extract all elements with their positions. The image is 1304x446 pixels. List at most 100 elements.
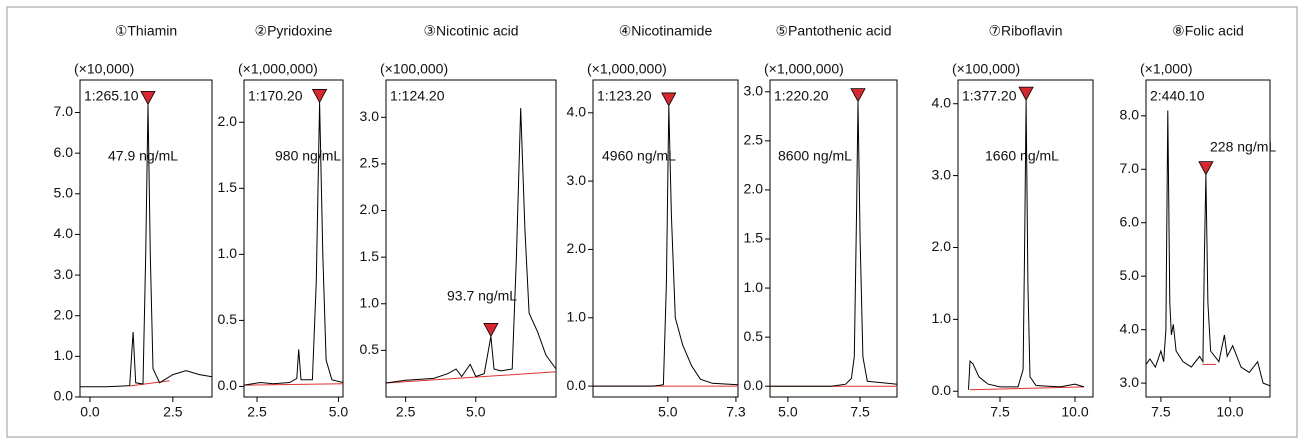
y-tick-label: 0.0 <box>932 382 952 398</box>
y-tick-label: 1.0 <box>360 294 380 310</box>
baseline <box>129 380 170 387</box>
x-tick-label: 2.5 <box>247 404 267 420</box>
plot-box <box>592 79 739 398</box>
y-tick-label: 3.0 <box>1120 374 1140 390</box>
x-tick-label: 7.5 <box>990 404 1010 420</box>
y-tick-label: 4.0 <box>567 103 587 119</box>
y-tick-label: 0.0 <box>54 388 74 404</box>
y-tick-label: 1.5 <box>360 248 380 264</box>
y-tick-label: 3.0 <box>567 172 587 188</box>
y-tick-label: 2.5 <box>360 155 380 171</box>
y-tick-label: 0.0 <box>218 377 238 393</box>
y-tick-label: 1.5 <box>218 179 238 195</box>
x-tick-label: 0.0 <box>80 404 100 420</box>
y-tick-label: 4.0 <box>54 225 74 241</box>
concentration-label: 4960 ng/mL <box>602 148 676 164</box>
peak-label: 1:123.20 <box>597 88 652 104</box>
peak-label: 1:220.20 <box>774 88 829 104</box>
concentration-label: 980 ng/mL <box>275 148 341 164</box>
panel-title: ①Thiamin <box>115 23 177 39</box>
y-tick-label: 8.0 <box>1120 107 1140 123</box>
scale-label: (×1,000,000) <box>587 61 667 77</box>
concentration-label: 93.7 ng/mL <box>447 288 517 304</box>
y-tick-label: 3.0 <box>360 108 380 124</box>
y-tick-label: 2.0 <box>932 238 952 254</box>
y-tick-label: 2.0 <box>567 240 587 256</box>
concentration-label: 47.9 ng/mL <box>108 148 178 164</box>
scale-label: (×1,000,000) <box>238 61 318 77</box>
baseline <box>243 383 344 386</box>
x-tick-label: 7.3 <box>726 404 746 420</box>
trace <box>80 104 213 388</box>
x-tick-label: 10.0 <box>1061 404 1088 420</box>
plot-box <box>1145 79 1271 398</box>
peak-label: 1:124.20 <box>390 88 445 104</box>
y-tick-label: 0.5 <box>218 311 238 327</box>
panel-title: ⑤Pantothenic acid <box>775 23 891 39</box>
concentration-label: 8600 ng/mL <box>778 148 852 164</box>
plot-box <box>957 79 1094 398</box>
plot-box <box>769 79 898 398</box>
x-tick-label: 2.5 <box>396 404 416 420</box>
trace <box>770 101 898 387</box>
y-tick-label: 5.0 <box>1120 267 1140 283</box>
y-tick-label: 6.0 <box>1120 213 1140 229</box>
y-tick-label: 0.5 <box>744 328 764 344</box>
x-tick-label: 10.0 <box>1216 404 1243 420</box>
x-tick-label: 5.0 <box>658 404 678 420</box>
concentration-label: 1660 ng/mL <box>985 148 1059 164</box>
scale-label: (×100,000) <box>952 61 1020 77</box>
y-tick-label: 0.0 <box>567 377 587 393</box>
y-tick-label: 0.5 <box>360 341 380 357</box>
y-tick-label: 7.0 <box>54 103 74 119</box>
scale-label: (×1,000,000) <box>764 61 844 77</box>
x-tick-label: 5.0 <box>466 404 486 420</box>
panel-title: ③Nicotinic acid <box>423 23 518 39</box>
y-tick-label: 4.0 <box>1120 320 1140 336</box>
x-tick-label: 7.5 <box>1151 404 1171 420</box>
plot-box <box>79 79 213 398</box>
peak-marker <box>483 322 499 338</box>
concentration-label: 228 ng/mL <box>1210 139 1276 155</box>
peak-marker <box>311 89 328 104</box>
trace <box>968 100 1085 390</box>
y-tick-label: 6.0 <box>54 144 74 160</box>
panel-title: ④Nicotinamide <box>619 23 713 39</box>
y-tick-label: 1.0 <box>54 347 74 363</box>
y-tick-label: 2.0 <box>744 181 764 197</box>
trace <box>1145 110 1271 387</box>
y-tick-label: 3.0 <box>54 266 74 282</box>
frame <box>6 6 1298 438</box>
x-tick-label: 2.5 <box>163 404 183 420</box>
y-tick-label: 4.0 <box>932 94 952 110</box>
trace <box>593 105 739 387</box>
y-tick-label: 5.0 <box>54 184 74 200</box>
y-tick-label: 7.0 <box>1120 160 1140 176</box>
y-tick-label: 1.0 <box>218 245 238 261</box>
panel-title: ⑧Folic acid <box>1172 23 1244 39</box>
plot-box <box>243 79 344 398</box>
panel-title: ②Pyridoxine <box>255 23 333 39</box>
y-tick-label: 1.5 <box>744 230 764 246</box>
baseline <box>385 371 557 384</box>
peak-marker <box>1198 161 1214 176</box>
scale-label: (×1,000) <box>1140 61 1193 77</box>
y-tick-label: 0.0 <box>744 377 764 393</box>
peak-label: 1:377.20 <box>962 88 1017 104</box>
y-tick-label: 2.0 <box>54 306 74 322</box>
peak-marker <box>850 88 866 103</box>
peak-label: 1:170.20 <box>248 88 303 104</box>
y-tick-label: 3.0 <box>932 166 952 182</box>
scale-label: (×100,000) <box>380 61 448 77</box>
baseline <box>969 386 1085 391</box>
plot-box <box>385 79 557 398</box>
peak-label: 1:265.10 <box>84 88 139 104</box>
scale-label: (×10,000) <box>74 61 134 77</box>
y-tick-label: 1.0 <box>744 279 764 295</box>
y-tick-label: 1.0 <box>567 308 587 324</box>
x-tick-label: 7.5 <box>850 404 870 420</box>
peak-marker <box>661 92 677 107</box>
y-tick-label: 2.5 <box>744 132 764 148</box>
y-tick-label: 2.0 <box>218 113 238 129</box>
